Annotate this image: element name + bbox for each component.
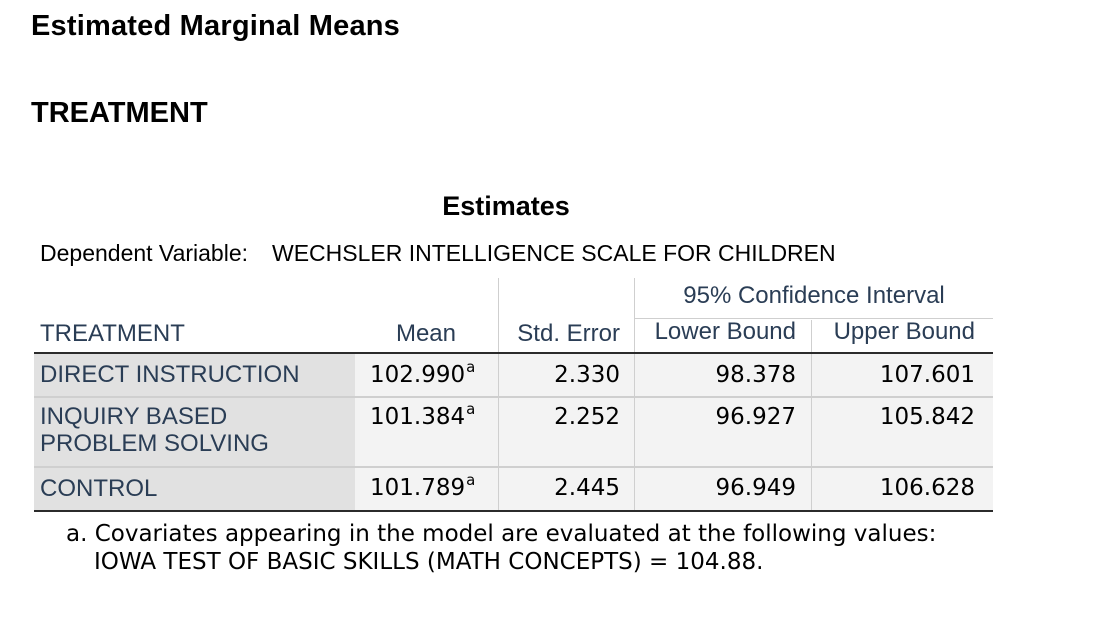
std-error-value: 2.330: [554, 362, 620, 388]
row-label-background: [34, 354, 355, 512]
row-label: INQUIRY BASED PROBLEM SOLVING: [40, 403, 269, 457]
dependent-variable-label: Dependent Variable:: [40, 240, 248, 266]
table-footnote: a. Covariates appearing in the model are…: [66, 520, 936, 576]
footnote-marker: a: [466, 400, 476, 418]
footnote-marker: a: [466, 358, 476, 376]
lower-bound-value: 96.949: [715, 475, 796, 501]
footnote-line-1: a. Covariates appearing in the model are…: [66, 521, 937, 547]
row-label: CONTROL: [40, 475, 158, 502]
footnote-marker: a: [466, 471, 476, 489]
lower-bound-value: 96.927: [715, 404, 796, 430]
header-std-error: Std. Error: [517, 320, 620, 347]
factor-heading: TREATMENT: [31, 97, 208, 129]
footnote-line-2: IOWA TEST OF BASIC SKILLS (MATH CONCEPTS…: [94, 549, 764, 575]
header-treatment: TREATMENT: [40, 320, 185, 347]
section-heading: Estimated Marginal Means: [31, 10, 401, 42]
std-error-value: 2.445: [554, 475, 620, 501]
dependent-variable-line: Dependent Variable: WECHSLER INTELLIGENCE…: [40, 240, 836, 267]
dependent-variable-value: WECHSLER INTELLIGENCE SCALE FOR CHILDREN: [272, 240, 836, 266]
upper-bound-value: 105.842: [879, 404, 975, 430]
header-mean: Mean: [395, 320, 456, 347]
column-divider: [498, 278, 499, 512]
std-error-value: 2.252: [554, 404, 620, 430]
ci-header-underline: [634, 318, 993, 319]
row-divider: [34, 466, 993, 468]
row-divider: [34, 396, 993, 398]
upper-bound-value: 107.601: [879, 362, 975, 388]
column-divider: [634, 278, 635, 512]
ci-header: 95% Confidence Interval: [683, 282, 945, 309]
lower-bound-value: 98.378: [715, 362, 796, 388]
mean-value: 101.789a: [370, 471, 476, 501]
header-upper-bound: Upper Bound: [833, 318, 975, 345]
mean-value: 102.990a: [370, 358, 476, 388]
estimates-table: 95% Confidence Interval TREATMENT Mean S…: [34, 278, 993, 512]
upper-bound-value: 106.628: [879, 475, 975, 501]
table-bottom-rule: [34, 510, 993, 512]
table-title: Estimates: [442, 191, 570, 221]
header-lower-bound: Lower Bound: [654, 318, 796, 345]
mean-value: 101.384a: [370, 400, 476, 430]
header-rule: [34, 352, 993, 354]
row-label: DIRECT INSTRUCTION: [40, 361, 300, 388]
column-divider: [811, 320, 812, 512]
row-data-background: [355, 354, 993, 512]
